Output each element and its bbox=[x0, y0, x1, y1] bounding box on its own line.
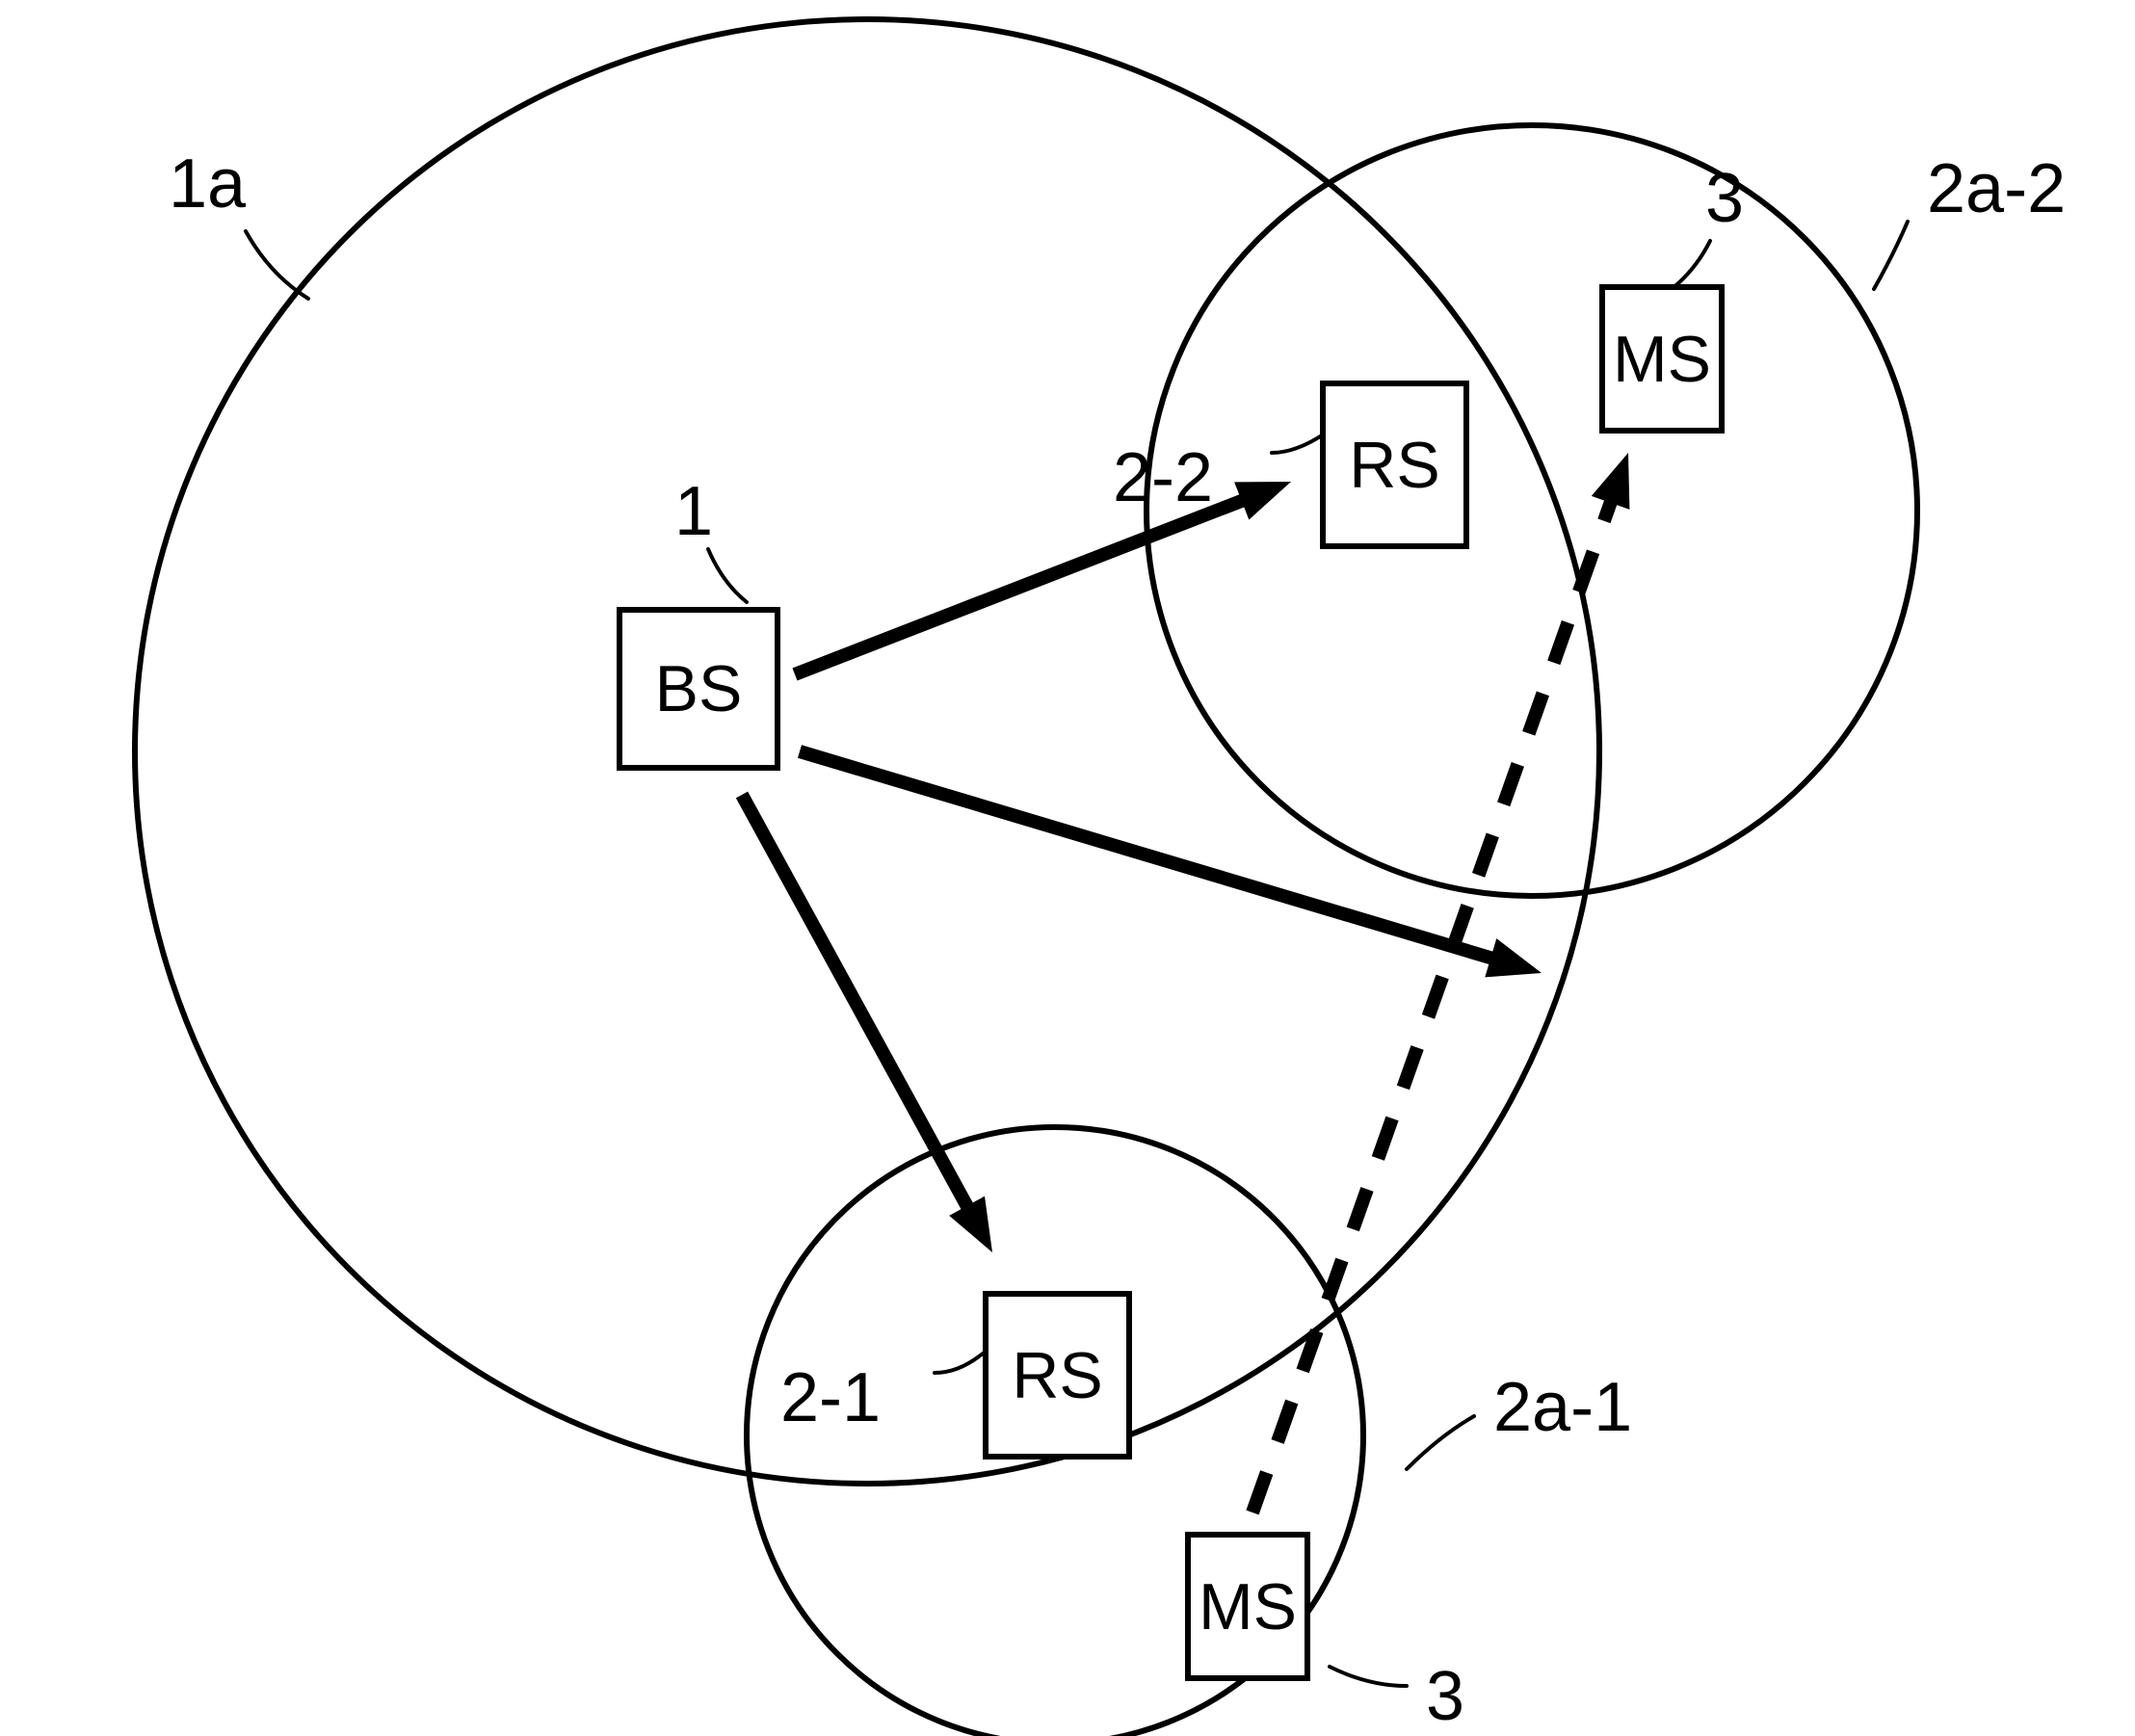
circle-2a-2 bbox=[1147, 125, 1917, 896]
ld-2-1 bbox=[935, 1354, 983, 1373]
node-bs: BS bbox=[617, 607, 780, 771]
node-ms2: MS bbox=[1599, 284, 1725, 434]
node-rs1: RS bbox=[983, 1291, 1132, 1460]
arrow-bs-to-rs1 bbox=[742, 795, 992, 1252]
ld-2-2 bbox=[1272, 434, 1325, 453]
diagram-svg bbox=[0, 0, 2135, 1736]
node-rs2: RS bbox=[1320, 381, 1469, 549]
ld-2a-2 bbox=[1874, 222, 1908, 289]
lbl-1a: 1a bbox=[169, 145, 246, 224]
lbl-2-2: 2-2 bbox=[1113, 438, 1213, 517]
ld-2a-1 bbox=[1407, 1416, 1474, 1469]
node-label-ms2: MS bbox=[1613, 322, 1711, 397]
lbl-2-1: 2-1 bbox=[780, 1358, 881, 1437]
ld-1 bbox=[708, 549, 747, 602]
lbl-2a-2: 2a-2 bbox=[1927, 149, 2066, 228]
arrow-bs-to-rs2 bbox=[795, 482, 1291, 674]
circle-1a bbox=[135, 19, 1599, 1484]
ld-3-bot bbox=[1330, 1667, 1407, 1686]
arrow-ms1-to-ms2 bbox=[1252, 453, 1629, 1512]
ld-3-top bbox=[1672, 241, 1710, 289]
lbl-3-top: 3 bbox=[1705, 159, 1744, 238]
lbl-2a-1: 2a-1 bbox=[1493, 1368, 1632, 1447]
node-label-bs: BS bbox=[655, 651, 743, 726]
node-label-rs1: RS bbox=[1012, 1338, 1102, 1413]
node-label-ms1: MS bbox=[1199, 1569, 1297, 1644]
arrow-bs-to-right bbox=[800, 751, 1542, 977]
node-label-rs2: RS bbox=[1349, 428, 1439, 503]
node-ms1: MS bbox=[1185, 1532, 1310, 1681]
lbl-1: 1 bbox=[674, 472, 713, 551]
diagram-container: BS RS RS MS MS 1a 2a-2 3 1 2-2 2-1 2a-1 3 bbox=[0, 0, 2135, 1736]
lbl-3-bot: 3 bbox=[1426, 1657, 1464, 1736]
